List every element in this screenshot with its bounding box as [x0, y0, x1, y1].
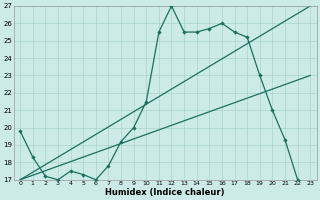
X-axis label: Humidex (Indice chaleur): Humidex (Indice chaleur) [106, 188, 225, 197]
